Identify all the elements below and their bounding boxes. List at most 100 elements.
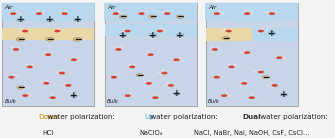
- Text: Air: Air: [208, 5, 217, 10]
- Circle shape: [221, 31, 224, 32]
- Text: +: +: [176, 31, 184, 40]
- Circle shape: [40, 81, 43, 82]
- Circle shape: [62, 12, 68, 15]
- Text: Bulk: Bulk: [5, 99, 16, 104]
- Circle shape: [31, 64, 35, 65]
- Circle shape: [115, 74, 118, 75]
- Circle shape: [27, 93, 30, 94]
- Circle shape: [244, 80, 247, 81]
- Circle shape: [243, 49, 246, 51]
- Circle shape: [37, 10, 40, 12]
- Circle shape: [157, 72, 160, 73]
- Circle shape: [11, 47, 14, 48]
- Circle shape: [61, 29, 64, 31]
- Circle shape: [157, 30, 163, 32]
- Circle shape: [159, 28, 162, 29]
- Circle shape: [163, 85, 166, 86]
- Circle shape: [119, 15, 127, 18]
- Text: +: +: [119, 31, 127, 40]
- Text: −: −: [17, 35, 24, 44]
- Circle shape: [46, 18, 54, 22]
- Circle shape: [12, 74, 15, 75]
- Text: −: −: [119, 12, 127, 21]
- Circle shape: [210, 47, 213, 48]
- Circle shape: [181, 60, 184, 61]
- Circle shape: [254, 71, 257, 72]
- Circle shape: [17, 18, 24, 22]
- Circle shape: [219, 11, 222, 12]
- Text: Air: Air: [5, 5, 13, 10]
- Text: water polarization:: water polarization:: [148, 114, 217, 120]
- Text: water polarization:: water polarization:: [258, 114, 328, 120]
- Circle shape: [113, 47, 116, 48]
- Text: −: −: [17, 83, 24, 92]
- Text: −: −: [262, 73, 269, 82]
- Circle shape: [116, 48, 122, 51]
- Circle shape: [269, 12, 275, 15]
- Circle shape: [258, 71, 264, 73]
- Text: +: +: [149, 31, 156, 40]
- Circle shape: [164, 29, 167, 31]
- Circle shape: [258, 30, 264, 32]
- Circle shape: [240, 52, 243, 53]
- Circle shape: [258, 69, 261, 70]
- Circle shape: [233, 64, 236, 65]
- Circle shape: [166, 10, 169, 12]
- Circle shape: [143, 54, 146, 55]
- Circle shape: [149, 33, 156, 37]
- Circle shape: [216, 46, 219, 48]
- Circle shape: [129, 93, 132, 94]
- Circle shape: [20, 28, 23, 30]
- Circle shape: [149, 15, 156, 18]
- Circle shape: [176, 33, 184, 37]
- Circle shape: [221, 13, 224, 15]
- Text: NaCl, NaBr, NaI, NaOH, CsF, CsCl…: NaCl, NaBr, NaI, NaOH, CsF, CsCl…: [194, 130, 310, 136]
- Circle shape: [262, 76, 269, 79]
- Circle shape: [223, 28, 226, 30]
- Text: Up: Up: [144, 114, 154, 120]
- Circle shape: [74, 18, 81, 22]
- Circle shape: [159, 95, 162, 97]
- Circle shape: [113, 12, 119, 15]
- Circle shape: [249, 96, 255, 99]
- Text: −: −: [136, 71, 143, 80]
- Text: +: +: [268, 29, 276, 38]
- Circle shape: [44, 51, 47, 53]
- Circle shape: [77, 57, 80, 59]
- Circle shape: [268, 31, 276, 35]
- Circle shape: [227, 64, 230, 65]
- Circle shape: [119, 33, 127, 37]
- Bar: [206, 28, 252, 41]
- Circle shape: [146, 82, 152, 85]
- Circle shape: [145, 11, 148, 13]
- Text: Air: Air: [107, 5, 116, 10]
- Circle shape: [245, 10, 248, 12]
- Circle shape: [119, 46, 122, 48]
- Circle shape: [244, 51, 250, 54]
- Circle shape: [50, 96, 56, 99]
- Circle shape: [134, 64, 137, 65]
- Circle shape: [120, 31, 123, 32]
- Bar: [252, 28, 298, 41]
- Circle shape: [152, 96, 158, 99]
- Circle shape: [217, 74, 220, 75]
- Circle shape: [43, 82, 49, 85]
- Circle shape: [18, 13, 21, 15]
- Circle shape: [265, 29, 268, 31]
- Circle shape: [221, 94, 227, 97]
- Bar: [2, 28, 94, 40]
- Text: NaClO₄: NaClO₄: [139, 130, 162, 136]
- Circle shape: [63, 83, 66, 84]
- Circle shape: [22, 30, 28, 32]
- Circle shape: [283, 58, 286, 59]
- Circle shape: [255, 95, 258, 97]
- Circle shape: [51, 94, 54, 96]
- Circle shape: [272, 84, 278, 87]
- Circle shape: [147, 51, 150, 53]
- Circle shape: [13, 48, 19, 51]
- Circle shape: [238, 81, 241, 82]
- Circle shape: [214, 12, 220, 15]
- Text: −: −: [74, 35, 81, 44]
- Circle shape: [214, 76, 220, 79]
- Circle shape: [266, 11, 269, 13]
